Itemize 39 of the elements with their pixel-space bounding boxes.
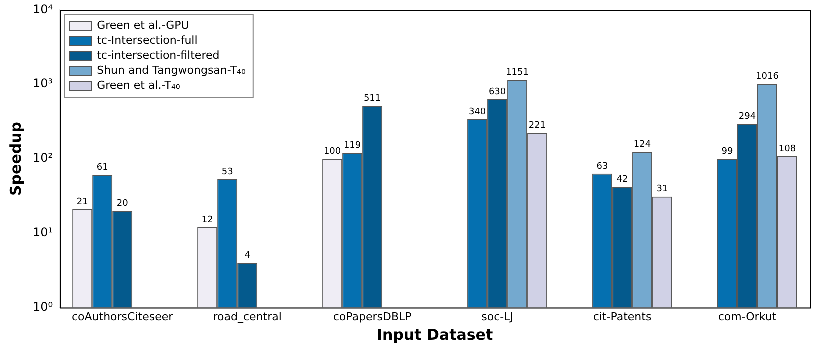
legend-label: Green et al.-T₄₀ <box>97 79 181 92</box>
x-tick-label: coPapersDBLP <box>333 310 412 324</box>
data-label: 221 <box>528 121 546 132</box>
y-axis-title: Speedup <box>6 122 25 196</box>
data-label: 21 <box>76 197 88 208</box>
data-label: 340 <box>468 107 486 118</box>
y-tick-label: 10⁰ <box>32 300 54 314</box>
data-label: 1016 <box>756 72 780 82</box>
x-tick-label: com-Orkut <box>718 310 778 324</box>
legend-label: Green et al.-GPU <box>97 19 190 32</box>
data-label: 294 <box>738 112 756 122</box>
data-label: 124 <box>634 140 652 150</box>
x-tick-label: road_central <box>213 310 282 324</box>
y-tick-label: 10² <box>32 151 54 166</box>
x-axis-title: Input Dataset <box>376 326 494 344</box>
data-label: 108 <box>778 144 796 154</box>
data-label: 63 <box>596 162 608 172</box>
y-tick-label: 10³ <box>32 76 54 91</box>
y-tick-label: 10⁴ <box>32 2 54 16</box>
data-label: 61 <box>96 162 108 173</box>
y-tick-label: 10¹ <box>32 226 54 240</box>
legend-label: tc-Intersection-full <box>97 34 198 48</box>
x-tick-label: coAuthorsCiteseer <box>72 310 174 324</box>
legend-label: Shun and Tangwongsan-T₄₀ <box>97 64 246 78</box>
data-label: 100 <box>324 146 342 157</box>
x-tick-label: cit-Patents <box>593 310 652 324</box>
data-label: 20 <box>116 198 129 209</box>
data-label: 4 <box>244 250 251 261</box>
data-label: 31 <box>656 184 668 195</box>
data-label: 119 <box>344 141 362 152</box>
data-label: 12 <box>202 215 214 226</box>
data-label: 53 <box>222 167 234 178</box>
data-label: 1151 <box>506 68 529 78</box>
legend-label: tc-intersection-filtered <box>97 49 220 62</box>
x-tick-label: soc-LJ <box>482 310 514 324</box>
data-label: 630 <box>488 87 506 98</box>
data-label: 42 <box>616 174 628 185</box>
data-label: 511 <box>364 94 382 104</box>
data-label: 99 <box>722 147 734 158</box>
